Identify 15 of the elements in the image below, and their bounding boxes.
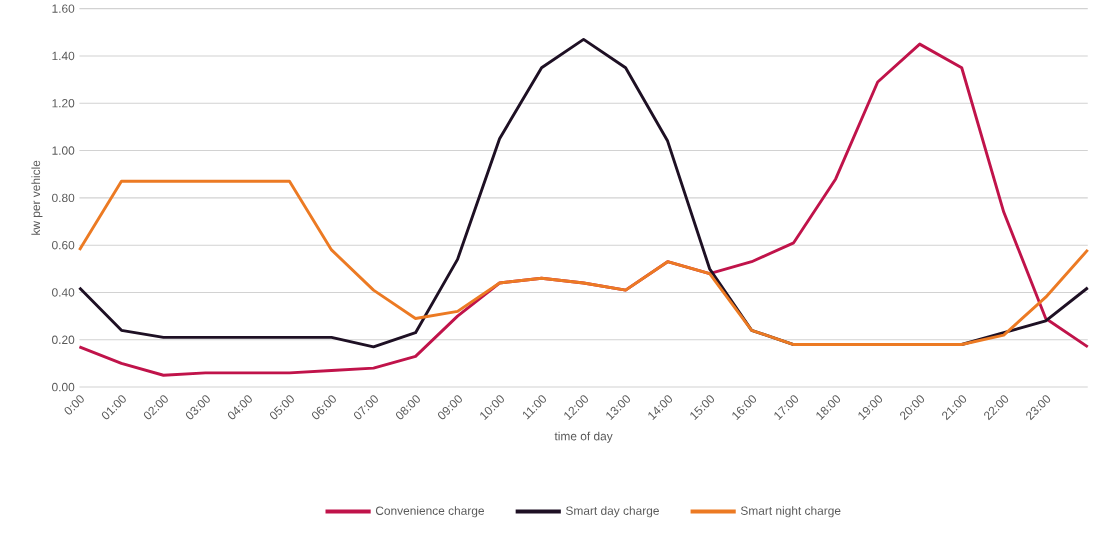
y-tick-label: 0.60 (52, 240, 75, 250)
y-tick-label: 1.60 (52, 4, 75, 13)
y-tick-label: 0.40 (52, 288, 75, 297)
legend-label: Smart night charge (740, 505, 841, 518)
x-axis-title: time of day (554, 431, 613, 443)
y-axis-title: kw per vehicle (31, 160, 43, 235)
x-tick-label: 0:00 (64, 394, 84, 415)
y-tick-label: 1.20 (52, 98, 75, 108)
y-tick-label: 0.20 (52, 335, 75, 344)
y-tick-label: 0.80 (52, 193, 75, 202)
legend-label: Smart day charge (566, 505, 659, 518)
y-tick-label: 0.00 (52, 382, 75, 392)
y-tick-label: 1.40 (52, 51, 75, 60)
legend-label: Convenience charge (375, 505, 485, 518)
y-tick-label: 1.00 (52, 146, 75, 155)
